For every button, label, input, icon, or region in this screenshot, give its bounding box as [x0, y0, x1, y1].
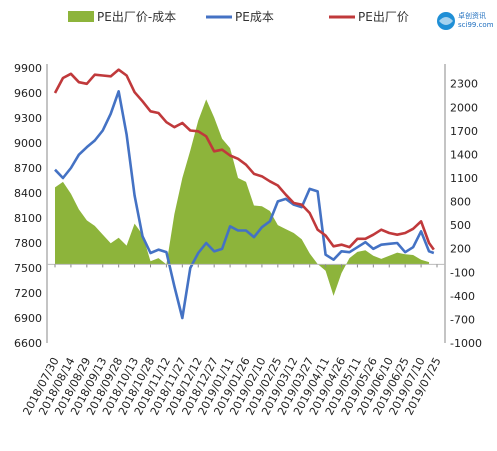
line-series-layer	[53, 68, 435, 320]
left-tick-label: 9300	[14, 112, 42, 125]
logo-swirl-icon	[439, 17, 453, 25]
logo-line2: sci99.com	[458, 21, 494, 29]
left-tick-label: 9600	[14, 87, 42, 100]
right-tick-label: -1000	[450, 337, 482, 350]
left-tick-label: 9900	[14, 62, 42, 75]
left-tick-label: 6600	[14, 337, 42, 350]
legend-label-price: PE出厂价	[358, 10, 409, 24]
right-tick-label: 1100	[450, 172, 478, 185]
logo: 卓创资讯 sci99.com	[437, 11, 494, 30]
left-tick-label: 8400	[14, 187, 42, 200]
right-tick-label: 2000	[450, 101, 478, 114]
right-tick-label: 800	[450, 196, 471, 209]
right-tick-label: -100	[450, 266, 475, 279]
right-tick-label: -700	[450, 313, 475, 326]
tick-labels-layer: 6600 6900 7200 7500 7800 8100 8400 8700 9000 9300…	[14, 62, 482, 417]
left-tick-label: 8700	[14, 162, 42, 175]
area-series-layer	[55, 99, 430, 296]
legend-swatch-spread	[68, 11, 94, 22]
area-spread-series	[55, 99, 430, 296]
right-tick-label: 200	[450, 243, 471, 256]
legend-label-spread: PE出厂价-成本	[97, 10, 176, 24]
right-tick-label: 2300	[450, 78, 478, 91]
left-tick-label: 9000	[14, 137, 42, 150]
right-tick-label: 1400	[450, 148, 478, 161]
left-tick-label: 7200	[14, 287, 42, 300]
legend-label-cost: PE成本	[235, 10, 274, 24]
legend: PE出厂价-成本 PE成本 PE出厂价	[68, 10, 409, 24]
left-tick-label: 7500	[14, 262, 42, 275]
left-tick-label: 7800	[14, 237, 42, 250]
left-tick-label: 6900	[14, 312, 42, 325]
line-cost-series	[54, 90, 435, 320]
logo-line1: 卓创资讯	[458, 11, 486, 20]
left-tick-label: 8100	[14, 212, 42, 225]
line-price-series	[53, 68, 435, 251]
right-tick-label: 1700	[450, 125, 478, 138]
right-tick-label: -400	[450, 290, 475, 303]
right-tick-label: 500	[450, 219, 471, 232]
